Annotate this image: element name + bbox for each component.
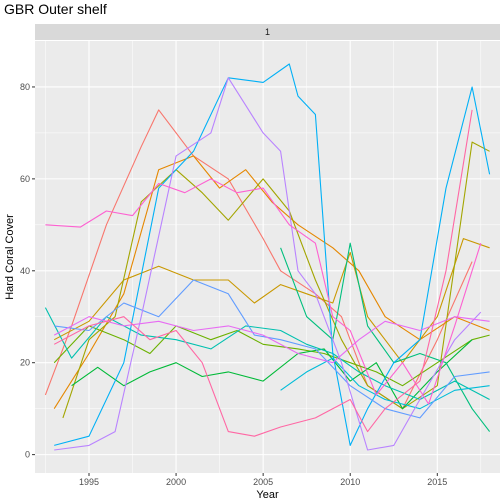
series-line-9	[280, 357, 490, 410]
plot-panel	[35, 41, 500, 473]
y-axis-title: Hard Coral Cover	[4, 214, 16, 300]
facet-strip	[35, 24, 500, 40]
series-line-12	[54, 77, 482, 451]
series-line-10	[54, 63, 491, 446]
y-tick-label: 80	[20, 82, 30, 92]
y-tick-label: 60	[20, 174, 30, 184]
y-tick-label: 0	[25, 450, 30, 460]
x-tick-label: 2015	[427, 477, 447, 487]
facet-strip-label: 1	[265, 27, 270, 37]
series-line-15	[53, 109, 473, 437]
y-tick-label: 40	[20, 266, 30, 276]
y-tick-label: 20	[20, 358, 30, 368]
y-axis: 0 20 40 60 80	[20, 82, 35, 460]
chart-title: GBR Outer shelf	[4, 1, 107, 17]
x-tick-label: 2000	[166, 477, 186, 487]
grid-major	[35, 41, 500, 473]
x-tick-label: 2005	[253, 477, 273, 487]
x-axis: 1995 2000 2005 2010 2015	[79, 473, 447, 487]
x-tick-label: 1995	[79, 477, 99, 487]
series-line-6	[71, 339, 473, 410]
series-line-8	[44, 307, 490, 401]
series-line-14	[45, 178, 482, 405]
series-lines	[44, 63, 491, 451]
series-line-13	[53, 316, 490, 364]
series-line-5	[53, 325, 490, 387]
series-line-4	[62, 141, 490, 419]
series-line-2	[53, 155, 490, 409]
series-line-7	[280, 242, 491, 432]
x-axis-title: Year	[256, 489, 279, 501]
x-tick-label: 2010	[340, 477, 360, 487]
